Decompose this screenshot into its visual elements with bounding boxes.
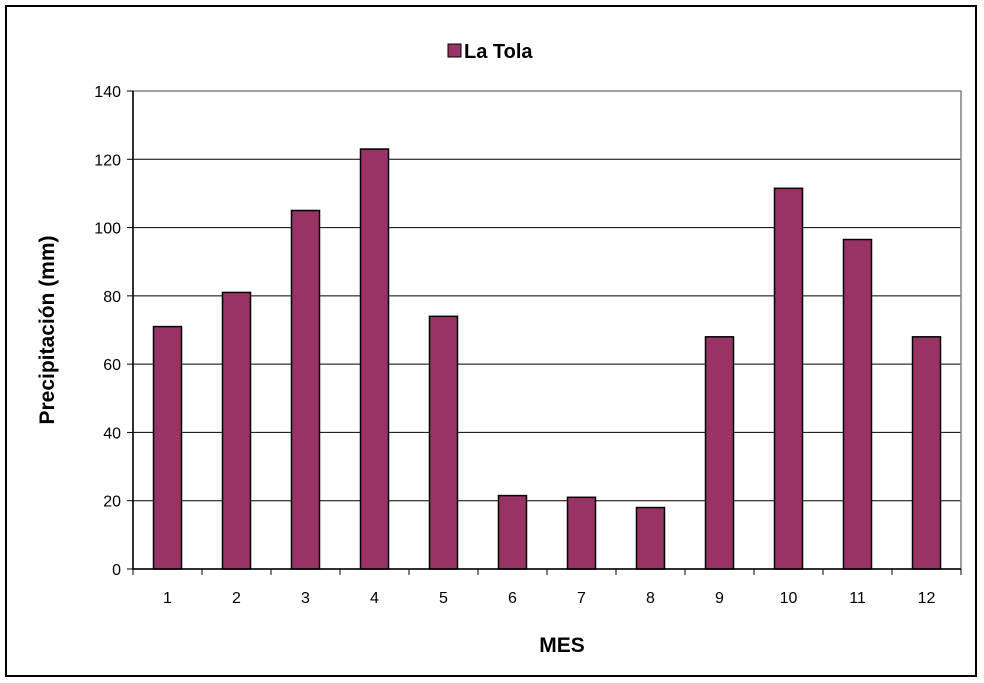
bar-month-8	[635, 506, 666, 570]
bar-month-6	[497, 494, 528, 570]
x-tick-label: 6	[508, 590, 517, 607]
y-tick-label: 0	[112, 562, 121, 579]
bar-month-2	[221, 291, 252, 570]
bar-month-3	[290, 209, 321, 570]
x-tick-label: 8	[646, 590, 655, 607]
x-tick-label: 12	[918, 590, 936, 607]
bar-month-5	[428, 315, 459, 570]
x-tick-label: 9	[715, 590, 724, 607]
axes	[127, 90, 962, 575]
y-tick-label: 120	[94, 152, 121, 169]
legend-swatch-la-tola	[447, 43, 462, 58]
x-tick-label: 2	[232, 590, 241, 607]
y-tick-label: 20	[103, 494, 121, 511]
y-tick-label: 140	[94, 84, 121, 101]
bar-month-12	[911, 336, 942, 570]
legend-label-la-tola: La Tola	[464, 41, 533, 63]
y-axis-title: Precipitación (mm)	[36, 235, 59, 424]
bar-month-4	[359, 148, 390, 570]
y-tick-label: 100	[94, 221, 121, 238]
plot-area	[132, 90, 962, 570]
x-tick-label: 10	[780, 590, 798, 607]
bar-month-9	[704, 336, 735, 570]
y-tick-labels: 0 20 40 60 80 100 120 140	[94, 84, 121, 579]
y-tick-label: 80	[103, 289, 121, 306]
x-tick-label: 1	[163, 590, 172, 607]
bar-month-1	[152, 325, 183, 570]
bars	[152, 148, 942, 570]
x-tick-label: 7	[577, 590, 586, 607]
x-tick-label: 11	[849, 590, 866, 607]
legend: La Tola	[447, 41, 533, 63]
bar-month-11	[842, 238, 873, 570]
gridlines	[133, 158, 961, 502]
y-tick-label: 40	[103, 425, 121, 442]
x-axis-title: MES	[539, 634, 585, 657]
bar-month-10	[773, 187, 804, 570]
y-tick-label: 60	[103, 357, 121, 374]
x-tick-label: 5	[439, 590, 448, 607]
x-tick-label: 4	[370, 590, 379, 607]
x-tick-label: 3	[301, 590, 310, 607]
bar-month-7	[566, 496, 597, 570]
x-tick-labels: 1 2 3 4 5 6 7 8 9 10 11 12	[163, 590, 935, 607]
